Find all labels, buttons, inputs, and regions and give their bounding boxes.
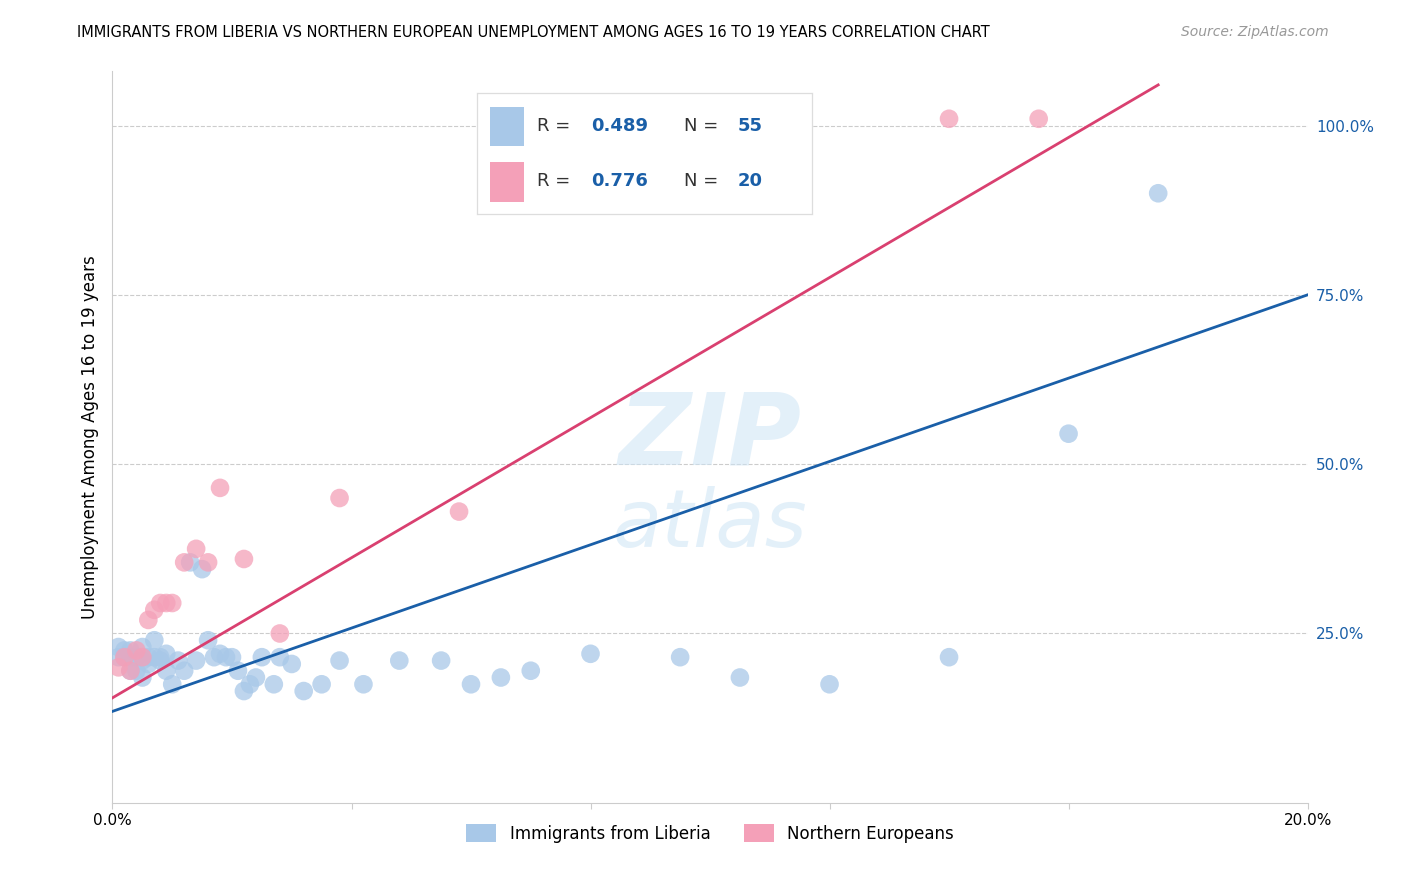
Point xyxy=(125,643,148,657)
Point xyxy=(292,684,315,698)
Point xyxy=(245,671,267,685)
Point xyxy=(120,664,142,678)
Point xyxy=(114,643,135,657)
Point xyxy=(388,654,411,668)
Point xyxy=(167,654,190,668)
Point xyxy=(1028,112,1050,126)
Point xyxy=(520,664,543,678)
Point xyxy=(114,650,135,665)
Point xyxy=(149,650,172,665)
Point xyxy=(173,664,195,678)
Point xyxy=(120,643,142,657)
Point xyxy=(120,664,142,678)
Point xyxy=(143,633,166,648)
Point xyxy=(269,626,291,640)
Point xyxy=(131,654,153,668)
Point xyxy=(226,664,249,678)
Point xyxy=(449,505,471,519)
Point xyxy=(197,633,219,648)
Text: IMMIGRANTS FROM LIBERIA VS NORTHERN EUROPEAN UNEMPLOYMENT AMONG AGES 16 TO 19 YE: IMMIGRANTS FROM LIBERIA VS NORTHERN EURO… xyxy=(77,25,990,40)
Point xyxy=(197,555,219,569)
Point xyxy=(186,654,208,668)
Point xyxy=(269,650,291,665)
Point xyxy=(125,664,148,678)
Point xyxy=(143,650,166,665)
Point xyxy=(209,481,232,495)
Point xyxy=(938,650,960,665)
Point xyxy=(131,650,153,665)
Point xyxy=(138,650,160,665)
Point xyxy=(221,650,243,665)
Point xyxy=(186,541,208,556)
Point xyxy=(263,677,285,691)
Point xyxy=(818,677,841,691)
Point xyxy=(329,491,352,505)
Point xyxy=(120,650,142,665)
Point xyxy=(107,660,129,674)
Point xyxy=(489,671,512,685)
Point xyxy=(114,650,135,665)
Point xyxy=(155,647,177,661)
Point xyxy=(162,596,183,610)
Point xyxy=(107,650,129,665)
Point xyxy=(281,657,304,671)
Text: ZIP: ZIP xyxy=(619,389,801,485)
Point xyxy=(202,650,225,665)
Point xyxy=(162,677,183,691)
Point xyxy=(131,671,153,685)
Point xyxy=(125,650,148,665)
Point xyxy=(155,664,177,678)
Point xyxy=(209,647,232,661)
Point xyxy=(233,552,256,566)
Text: Source: ZipAtlas.com: Source: ZipAtlas.com xyxy=(1181,25,1329,39)
Point xyxy=(215,650,238,665)
Point xyxy=(131,640,153,654)
Point xyxy=(1057,426,1080,441)
Text: atlas: atlas xyxy=(613,486,807,564)
Point xyxy=(173,555,195,569)
Point xyxy=(239,677,262,691)
Point xyxy=(430,654,453,668)
Point xyxy=(138,657,160,671)
Point xyxy=(460,677,482,691)
Point xyxy=(938,112,960,126)
Point xyxy=(191,562,214,576)
Y-axis label: Unemployment Among Ages 16 to 19 years: Unemployment Among Ages 16 to 19 years xyxy=(80,255,98,619)
Point xyxy=(250,650,273,665)
Point xyxy=(138,613,160,627)
Point xyxy=(149,654,172,668)
Point xyxy=(149,596,172,610)
Point xyxy=(107,640,129,654)
Point xyxy=(233,684,256,698)
Legend: Immigrants from Liberia, Northern Europeans: Immigrants from Liberia, Northern Europe… xyxy=(460,818,960,849)
Point xyxy=(669,650,692,665)
Point xyxy=(329,654,352,668)
Point xyxy=(143,603,166,617)
Point xyxy=(1147,186,1170,201)
Point xyxy=(311,677,333,691)
Point xyxy=(155,596,177,610)
Point xyxy=(353,677,375,691)
Point xyxy=(728,671,751,685)
Point xyxy=(179,555,201,569)
Point xyxy=(579,647,602,661)
